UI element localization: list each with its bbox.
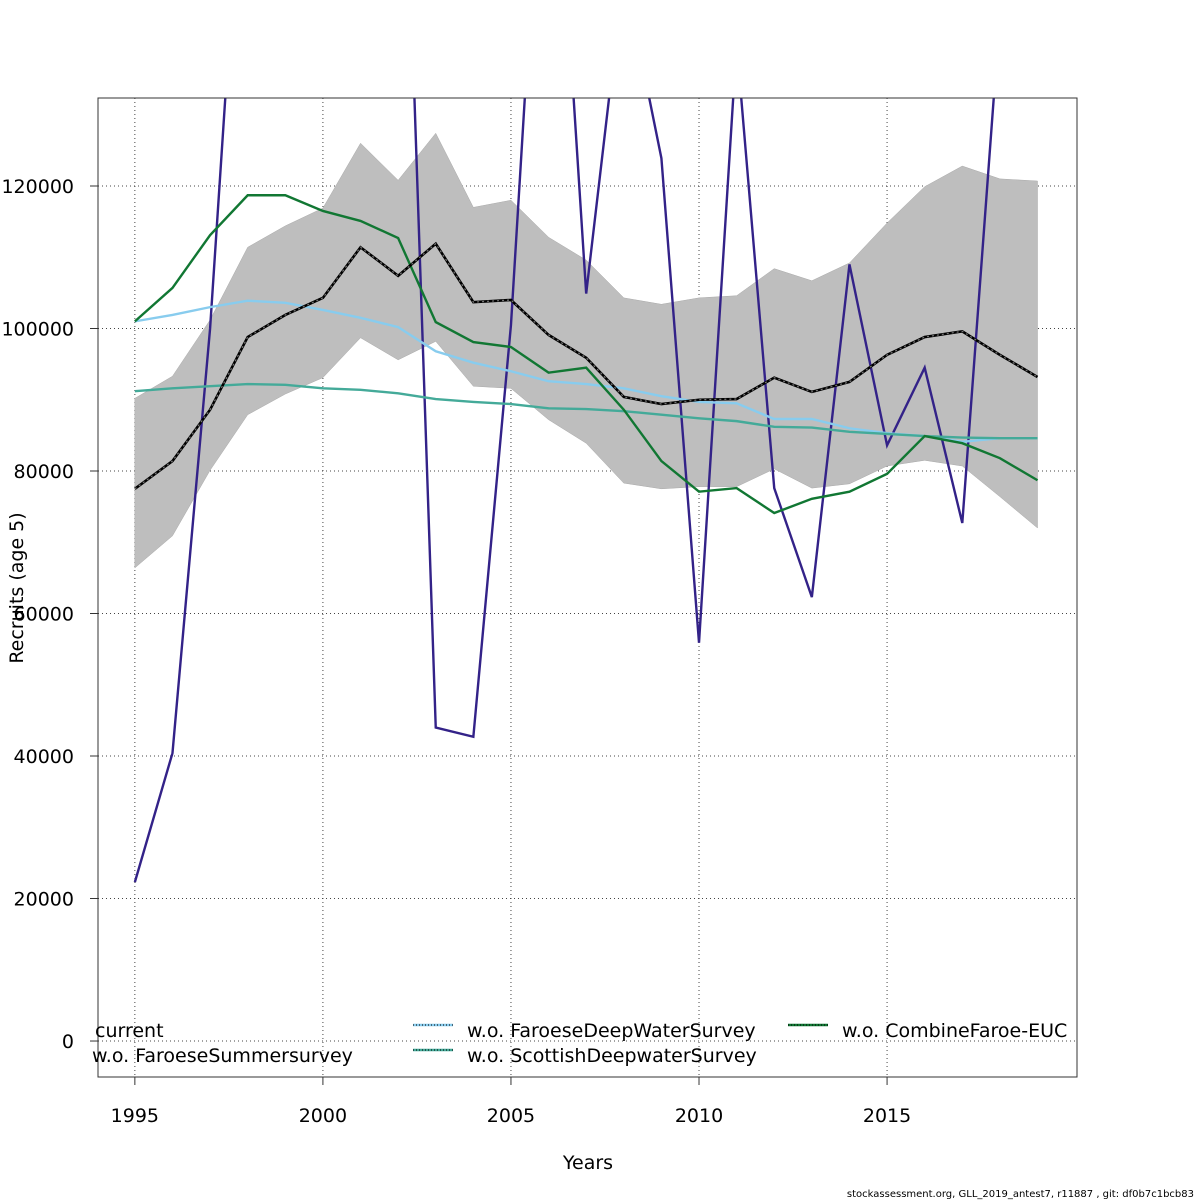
- confidence-band-area: [134, 132, 1038, 569]
- series-line-w-o-scottishdeepwatersurvey: [134, 382, 1038, 440]
- series-line-current-dash: [134, 242, 1038, 490]
- series-line-w-o-faroesesummersurvey: [133, 98, 995, 883]
- y-tick-label: 0: [62, 1031, 74, 1053]
- x-tick-label: 2010: [675, 1105, 723, 1127]
- x-tick-label: 1995: [111, 1105, 159, 1127]
- x-tick-label: 2015: [863, 1105, 911, 1127]
- legend: current w.o. FaroeseSummersurvey w.o. Faro…: [92, 1020, 1067, 1067]
- legend-label: w.o. CombineFaroe-EUC: [842, 1020, 1067, 1042]
- legend-label: w.o. FaroeseDeepWaterSurvey: [467, 1020, 756, 1042]
- y-tick-label: 100000: [1, 318, 74, 340]
- plot-frame: [97, 97, 1078, 1078]
- y-tick-label: 80000: [14, 461, 74, 483]
- y-axis: 0 20000 40000 60000 80000 100000 120000: [1, 176, 98, 1053]
- y-tick-label: 60000: [14, 604, 74, 626]
- legend-label: w.o. FaroeseSummersurvey: [92, 1045, 353, 1067]
- y-tick-label: 40000: [14, 746, 74, 768]
- y-axis-label: Recruits (age 5): [6, 512, 28, 663]
- series-lines: [133, 98, 1039, 883]
- legend-label: current: [95, 1020, 164, 1042]
- x-tick-label: 2000: [299, 1105, 347, 1127]
- x-axis: 1995 2000 2005 2010 2015: [111, 1077, 911, 1127]
- confidence-band: [134, 132, 1038, 569]
- series-line-w-o-combinefaroe-euc: [134, 194, 1039, 515]
- x-tick-label: 2005: [487, 1105, 535, 1127]
- footer-text: stockassessment.org, GLL_2019_antest7, r…: [847, 1189, 1194, 1200]
- y-tick-label: 20000: [14, 889, 74, 911]
- y-tick-label: 120000: [1, 176, 74, 198]
- x-axis-label: Years: [562, 1152, 613, 1174]
- legend-label: w.o. ScottishDeepwaterSurvey: [467, 1045, 757, 1067]
